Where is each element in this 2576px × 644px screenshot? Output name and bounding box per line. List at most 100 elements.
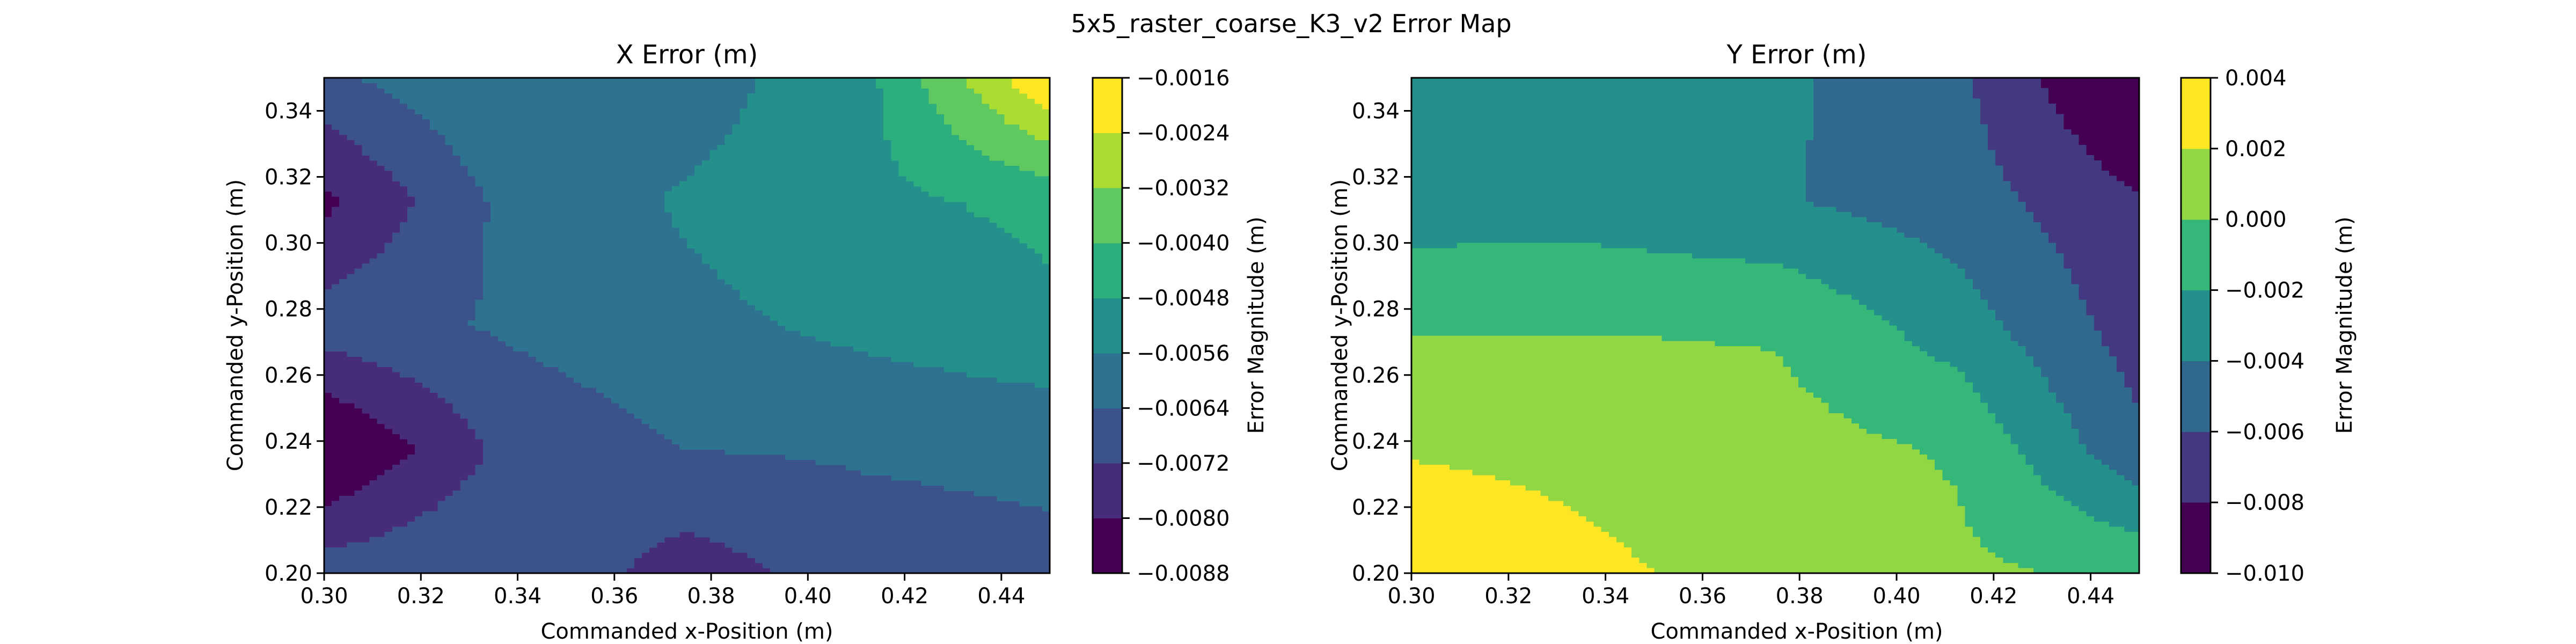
- contour-band-1: [324, 124, 771, 574]
- colorbar-frame: [2180, 77, 2212, 574]
- y-tick-label: 0.20: [1352, 561, 1400, 586]
- y-tick-label: 0.30: [1352, 231, 1400, 256]
- y-error-colorbar-label: Error Magnitude (m): [2332, 216, 2357, 434]
- x-tick-label: 0.40: [1872, 584, 1920, 609]
- x-tick-label: 0.34: [1582, 584, 1629, 609]
- colorbar-band-1: [1093, 463, 1122, 519]
- x-error-title: X Error (m): [616, 40, 758, 70]
- colorbar-tick-label: 0.002: [2225, 137, 2287, 162]
- colorbar-band-2: [1093, 408, 1122, 464]
- y-error-xlabel: Commanded x-Position (m): [1650, 619, 1943, 644]
- plot-frame: [1410, 77, 2140, 574]
- colorbar-band-3: [2181, 290, 2211, 362]
- figure-title: 5x5_raster_coarse_K3_v2 Error Map: [1071, 9, 1511, 38]
- colorbar-band-6: [1093, 188, 1122, 244]
- colorbar-tick-label: −0.008: [2225, 491, 2304, 515]
- colorbar-tick-label: 0.000: [2225, 208, 2287, 232]
- y-error-ylabel: Commanded y-Position (m): [1328, 179, 1352, 471]
- y-error-colorbar: −0.010 −0.008 −0.006 −0.004 −0.002 0.000 0.002…: [2180, 66, 2304, 586]
- x-error-ylabel: Commanded y-Position (m): [223, 179, 248, 471]
- contour-band-6: [921, 78, 1050, 177]
- colorbar-tick-label: −0.002: [2225, 279, 2304, 303]
- colorbar-band-0: [2181, 502, 2211, 574]
- colorbar-tick-label: −0.010: [2225, 561, 2304, 586]
- y-tick-label: 0.34: [265, 99, 312, 124]
- contour-band-8: [1012, 78, 1050, 109]
- x-tick-label: 0.40: [784, 584, 832, 609]
- contour-band-0: [2040, 78, 2140, 192]
- colorbar-band-3: [1093, 353, 1122, 408]
- colorbar-tick-label: −0.006: [2225, 420, 2304, 444]
- contour-band-3: [362, 78, 1050, 512]
- y-tick-label: 0.32: [265, 165, 312, 190]
- x-error-panel: X Error (m) 0.30 0.32 0.34 0.36 0.38 0.40 0.42…: [223, 40, 1269, 644]
- x-error-colorbar: −0.0088 −0.0080 −0.0072 −0.0064 −0.0056 −0.00…: [1092, 66, 1230, 586]
- colorbar-band-2: [2181, 361, 2211, 432]
- colorbar-band-1: [2181, 431, 2211, 503]
- x-tick-label: 0.38: [687, 584, 735, 609]
- x-tick-label: 0.30: [1387, 584, 1435, 609]
- y-tick-label: 0.24: [1352, 429, 1400, 454]
- x-tick-label: 0.32: [397, 584, 445, 609]
- colorbar-tick-label: −0.0056: [1137, 341, 1230, 366]
- colorbar-band-4: [2181, 219, 2211, 291]
- x-error-contour-plot: 0.30 0.32 0.34 0.36 0.38 0.40 0.42 0.44 0.20 0.22…: [265, 77, 1051, 609]
- x-tick-label: 0.36: [1679, 584, 1726, 609]
- colorbar-tick-label: −0.0032: [1137, 176, 1230, 201]
- y-tick-label: 0.24: [265, 429, 312, 454]
- x-tick-label: 0.36: [590, 584, 638, 609]
- x-error-colorbar-label: Error Magnitude (m): [1244, 216, 1269, 434]
- colorbar-tick-label: −0.0016: [1137, 66, 1230, 91]
- y-error-contour-plot: 0.30 0.32 0.34 0.36 0.38 0.40 0.42 0.44 0.20 0.22…: [1352, 77, 2140, 609]
- y-tick-label: 0.30: [265, 231, 312, 256]
- contour-band-6: [1411, 459, 1655, 574]
- colorbar-tick-label: −0.0072: [1137, 451, 1230, 476]
- contour-band-3: [1411, 78, 2140, 532]
- y-tick-label: 0.22: [1352, 495, 1400, 520]
- x-tick-label: 0.30: [300, 584, 348, 609]
- y-tick-label: 0.26: [1352, 363, 1400, 388]
- y-tick-label: 0.34: [1352, 99, 1400, 124]
- colorbar-band-5: [2181, 148, 2211, 220]
- x-tick-label: 0.32: [1484, 584, 1532, 609]
- colorbar-band-5: [1093, 243, 1122, 298]
- contour-band-2: [324, 78, 1050, 574]
- colorbar-band-6: [2181, 78, 2211, 149]
- colorbar-band-4: [1093, 298, 1122, 354]
- x-error-xlabel: Commanded x-Position (m): [540, 619, 833, 644]
- contour-band-1: [1972, 78, 2140, 404]
- x-tick-label: 0.38: [1776, 584, 1824, 609]
- y-tick-label: 0.20: [265, 561, 312, 586]
- y-tick-label: 0.28: [265, 297, 312, 322]
- x-tick-label: 0.42: [881, 584, 928, 609]
- contour-band-5: [876, 78, 1050, 264]
- colorbar-tick-label: −0.0024: [1137, 121, 1230, 146]
- contour-band-4: [664, 78, 1050, 388]
- colorbar-band-0: [1093, 518, 1122, 574]
- x-tick-label: 0.42: [1970, 584, 2017, 609]
- colorbar-tick-label: −0.0064: [1137, 396, 1230, 421]
- colorbar-frame: [1092, 77, 1123, 574]
- x-tick-label: 0.44: [2067, 584, 2114, 609]
- contour-band-0: [324, 191, 415, 507]
- y-tick-label: 0.28: [1352, 297, 1400, 322]
- x-tick-label: 0.34: [494, 584, 541, 609]
- colorbar-tick-label: −0.0088: [1137, 561, 1230, 586]
- y-tick-label: 0.22: [265, 495, 312, 520]
- y-tick-label: 0.32: [1352, 165, 1400, 190]
- y-error-title: Y Error (m): [1726, 40, 1867, 70]
- colorbar-tick-label: 0.004: [2225, 66, 2287, 91]
- contour-band-7: [967, 78, 1050, 140]
- colorbar-band-7: [1093, 133, 1122, 188]
- contour-band-5: [1411, 335, 2033, 574]
- colorbar-tick-label: −0.0048: [1137, 286, 1230, 311]
- plot-frame: [323, 77, 1051, 574]
- colorbar-tick-label: −0.0080: [1137, 506, 1230, 531]
- colorbar-tick-label: −0.0040: [1137, 231, 1230, 256]
- colorbar-band-8: [1093, 78, 1122, 134]
- colorbar-tick-label: −0.004: [2225, 349, 2304, 374]
- x-tick-label: 0.44: [977, 584, 1025, 609]
- y-tick-label: 0.26: [265, 363, 312, 388]
- y-error-panel: Y Error (m) 0.30 0.32 0.34 0.36 0.38 0.40 0.42…: [1328, 40, 2357, 644]
